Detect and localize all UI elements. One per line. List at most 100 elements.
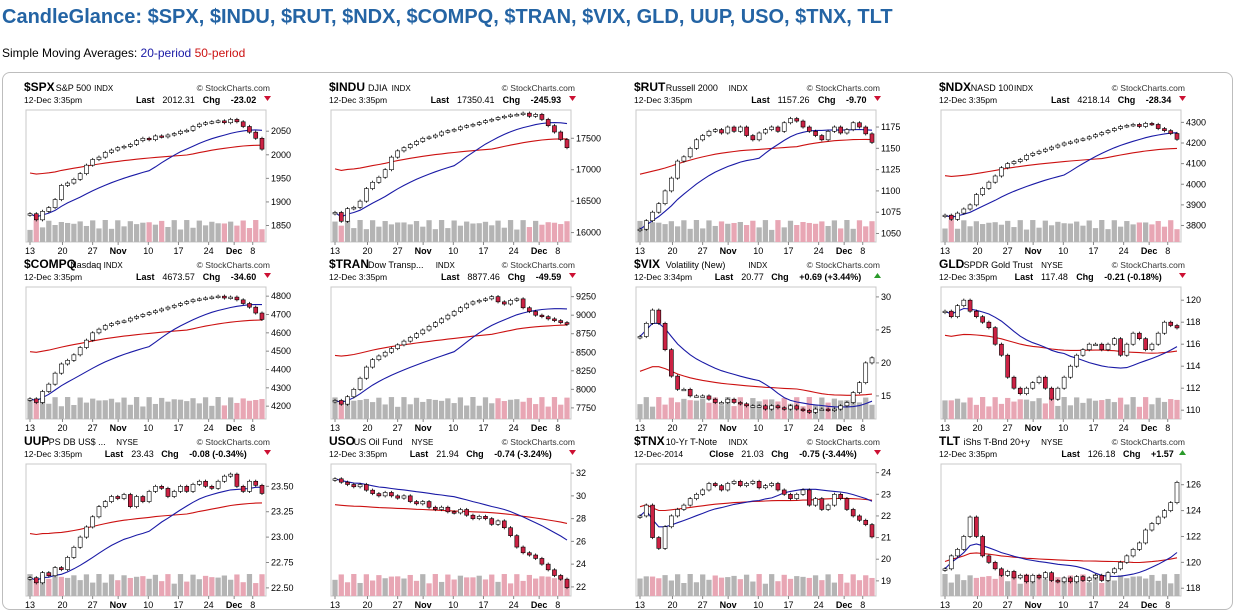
y-tick-label: 2050 xyxy=(271,126,291,136)
volume-bar xyxy=(64,397,71,419)
x-tick-label: 27 xyxy=(1003,600,1013,610)
y-tick-label: 22 xyxy=(881,511,891,521)
volume-bar xyxy=(869,404,875,419)
candle xyxy=(451,511,457,514)
candle xyxy=(196,123,202,127)
candle xyxy=(514,298,520,301)
volume-bar xyxy=(159,581,165,596)
volume-bar xyxy=(979,397,986,419)
x-tick-label: 17 xyxy=(173,423,183,433)
x-tick-label: Nov xyxy=(110,246,127,256)
down-arrow-icon xyxy=(264,450,271,455)
candle xyxy=(71,179,77,184)
candle xyxy=(687,389,693,397)
candle xyxy=(501,520,507,529)
volume-bar xyxy=(674,226,681,242)
y-tick-label: 1075 xyxy=(881,207,901,217)
chart-symbol: UUP xyxy=(24,434,49,448)
legend-prefix: Simple Moving Averages: xyxy=(2,46,141,60)
chart-chg-label: Chg xyxy=(771,272,789,282)
down-arrow-icon xyxy=(874,96,881,101)
candle xyxy=(483,298,488,301)
volume-bar xyxy=(1111,580,1117,596)
chart-last-value: 2012.31 xyxy=(162,95,195,105)
candle xyxy=(90,332,96,341)
volume-bar xyxy=(838,228,844,242)
candle xyxy=(190,299,196,302)
chart-symbol: TLT xyxy=(939,434,961,448)
candle xyxy=(1055,580,1061,583)
candle xyxy=(146,137,152,141)
chart-chg-label: Chg xyxy=(161,449,179,459)
candle xyxy=(184,301,190,304)
volume-bar xyxy=(363,229,369,242)
volume-bar xyxy=(228,579,234,596)
volume-bar xyxy=(656,397,662,419)
volume-bar xyxy=(507,220,514,242)
candle xyxy=(1099,132,1105,136)
candle xyxy=(687,498,693,506)
y-tick-label: 17000 xyxy=(576,165,601,175)
chart-brand: © StockCharts.com xyxy=(197,83,270,93)
candle xyxy=(637,515,643,518)
x-tick-label: 17 xyxy=(1088,600,1098,610)
candle xyxy=(215,295,221,298)
volume-bar xyxy=(998,574,1005,596)
x-tick-label: 8 xyxy=(555,423,560,433)
volume-bar xyxy=(700,398,706,419)
candle xyxy=(806,489,812,506)
chart-chg-value: -0.75 (-3.44%) xyxy=(799,449,857,459)
volume-bar xyxy=(344,582,351,596)
volume-bar xyxy=(1061,223,1067,242)
volume-bar xyxy=(1111,402,1117,419)
volume-bar xyxy=(338,402,344,419)
x-tick-label: 13 xyxy=(330,423,340,433)
y-tick-label: 32 xyxy=(576,468,586,478)
volume-bar xyxy=(388,397,395,419)
sma20-line xyxy=(334,478,568,541)
x-tick-label: 13 xyxy=(940,600,950,610)
x-tick-label: 20 xyxy=(667,246,677,256)
x-tick-label: 17 xyxy=(173,600,183,610)
sma20-line xyxy=(639,488,873,528)
candle xyxy=(1130,549,1136,557)
candle xyxy=(967,204,973,210)
chart-panel-ndx: $NDX NASD 100 INDX © StockCharts.com 12-Dec … xyxy=(939,80,1206,256)
volume-bar xyxy=(942,574,948,596)
volume-bar xyxy=(775,401,781,419)
chart-last-label: Last xyxy=(431,95,450,105)
volume-bar xyxy=(253,583,259,596)
volume-bar xyxy=(1067,575,1074,596)
volume-bar xyxy=(545,576,551,596)
volume-bar xyxy=(209,405,215,419)
candle xyxy=(1111,568,1117,574)
volume-bar xyxy=(819,221,825,242)
x-tick-label: 20 xyxy=(362,246,372,256)
volume-bar xyxy=(140,406,146,419)
volume-bar xyxy=(693,582,700,596)
volume-bar xyxy=(961,220,967,242)
volume-bar xyxy=(1080,225,1086,242)
volume-bar xyxy=(108,398,115,419)
chart-date: 12-Dec 3:35pm xyxy=(939,449,997,459)
up-arrow-icon xyxy=(1179,450,1186,455)
volume-bar xyxy=(973,404,979,419)
y-tick-label: 118 xyxy=(1186,317,1200,327)
candle xyxy=(832,493,837,506)
volume-bar xyxy=(382,404,388,419)
candle xyxy=(357,377,363,390)
y-tick-label: 4300 xyxy=(271,383,291,393)
volume-bar xyxy=(1080,574,1086,596)
candle xyxy=(234,473,240,487)
candle xyxy=(681,504,687,510)
volume-bar xyxy=(27,229,33,242)
chart-chg-value: -28.34 xyxy=(1146,95,1172,105)
y-tick-label: 21 xyxy=(881,533,891,543)
volume-bar xyxy=(520,401,526,419)
volume-bar xyxy=(539,397,545,419)
candle xyxy=(433,506,438,510)
volume-bar xyxy=(476,575,482,596)
sma20-line xyxy=(944,132,1178,218)
volume-bar xyxy=(668,580,674,596)
candle xyxy=(1049,387,1054,400)
